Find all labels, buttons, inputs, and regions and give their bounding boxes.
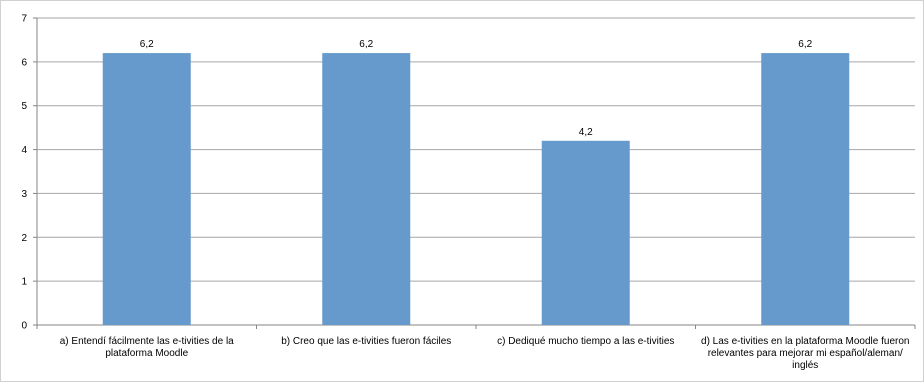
bar xyxy=(761,53,850,325)
bar xyxy=(541,140,630,325)
data-label: 6,2 xyxy=(140,39,154,50)
bar xyxy=(102,53,191,325)
y-tick-label: 7 xyxy=(21,14,27,25)
y-tick-label: 0 xyxy=(21,321,27,332)
y-tick-label: 3 xyxy=(21,189,27,200)
y-tick-label: 2 xyxy=(21,233,27,244)
x-tick-label: a) Entendí fácilmente las e-tivities de … xyxy=(59,336,234,359)
x-tick-label: b) Creo que las e-tivities fueron fácile… xyxy=(281,336,452,347)
y-tick-label: 6 xyxy=(21,57,27,68)
x-tick-label: d) Las e-tivities en la plataforma Moodl… xyxy=(701,336,910,371)
y-tick-label: 5 xyxy=(21,101,27,112)
y-tick-label: 1 xyxy=(21,277,27,288)
labels: 0 1 2 3 4 5 6 7 6,2 6,2 4,2 6,2 xyxy=(21,14,812,332)
y-tick-label: 4 xyxy=(21,145,27,156)
bar xyxy=(322,53,411,325)
data-label: 6,2 xyxy=(798,39,812,50)
bars xyxy=(102,53,850,325)
data-label: 4,2 xyxy=(579,127,593,138)
data-label: 6,2 xyxy=(359,39,373,50)
x-tick-label: c) Dediqué mucho tiempo a las e-tivities xyxy=(497,336,675,347)
